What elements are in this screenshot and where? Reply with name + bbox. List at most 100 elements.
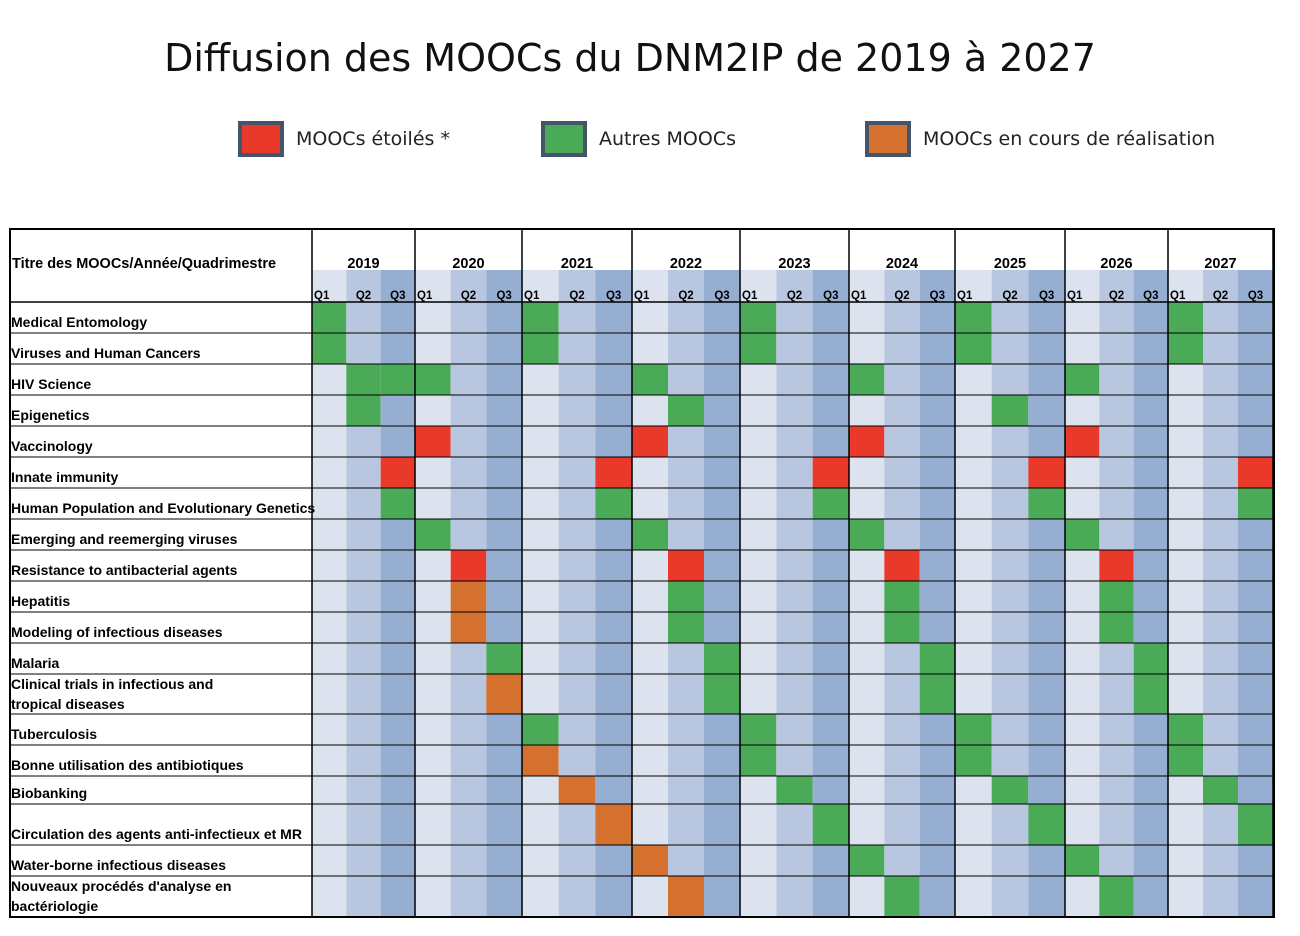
empty-cell xyxy=(312,845,347,876)
quarter-label: Q3 xyxy=(1039,290,1054,302)
quarter-label: Q1 xyxy=(417,290,433,302)
empty-cell xyxy=(1203,674,1238,714)
year-label-2021: 2021 xyxy=(561,256,593,272)
empty-cell xyxy=(450,745,487,776)
empty-cell xyxy=(776,581,813,612)
year-label-2025: 2025 xyxy=(994,256,1026,272)
empty-cell xyxy=(632,395,668,426)
empty-cell xyxy=(1238,519,1273,550)
empty-cell xyxy=(1238,302,1273,333)
quarter-label: Q1 xyxy=(1067,290,1083,302)
scheduled-cell xyxy=(595,457,632,488)
empty-cell xyxy=(1238,333,1273,364)
empty-cell xyxy=(450,776,487,804)
empty-cell xyxy=(849,804,885,845)
empty-cell xyxy=(1238,581,1273,612)
empty-cell xyxy=(1133,302,1168,333)
empty-cell xyxy=(1065,581,1100,612)
scheduled-cell xyxy=(955,745,992,776)
empty-cell xyxy=(884,776,920,804)
empty-cell xyxy=(595,302,632,333)
empty-cell xyxy=(955,457,992,488)
empty-cell xyxy=(486,612,522,643)
row-title: Vaccinology xyxy=(11,438,93,454)
empty-cell xyxy=(595,714,632,745)
row-title: Water-borne infectious diseases xyxy=(11,857,226,873)
empty-cell xyxy=(415,714,451,745)
empty-cell xyxy=(1168,612,1203,643)
empty-cell xyxy=(776,845,813,876)
empty-cell xyxy=(884,745,920,776)
empty-cell xyxy=(1065,302,1100,333)
empty-cell xyxy=(812,714,849,745)
empty-cell xyxy=(1133,488,1168,519)
empty-cell xyxy=(522,612,559,643)
empty-cell xyxy=(486,395,522,426)
empty-cell xyxy=(1133,426,1168,457)
empty-cell xyxy=(668,519,704,550)
empty-cell xyxy=(1028,333,1065,364)
scheduled-cell xyxy=(812,804,849,845)
empty-cell xyxy=(704,395,740,426)
header-stripe xyxy=(486,270,522,302)
empty-cell xyxy=(595,550,632,581)
empty-cell xyxy=(486,488,522,519)
empty-cell xyxy=(486,581,522,612)
empty-cell xyxy=(704,804,740,845)
empty-cell xyxy=(1203,612,1238,643)
empty-cell xyxy=(486,550,522,581)
year-label-2022: 2022 xyxy=(670,256,702,272)
scheduled-cell xyxy=(704,674,740,714)
header-stripe xyxy=(1099,270,1134,302)
empty-cell xyxy=(740,612,777,643)
header-stripe xyxy=(668,270,704,302)
empty-cell xyxy=(1133,364,1168,395)
scheduled-cell xyxy=(955,714,992,745)
empty-cell xyxy=(740,550,777,581)
legend-swatch-red xyxy=(238,121,284,157)
empty-cell xyxy=(522,457,559,488)
empty-cell xyxy=(1099,364,1134,395)
scheduled-cell xyxy=(1203,776,1238,804)
empty-cell xyxy=(415,612,451,643)
empty-cell xyxy=(1028,876,1065,917)
empty-cell xyxy=(346,519,381,550)
empty-cell xyxy=(595,643,632,674)
empty-cell xyxy=(740,674,777,714)
quarter-label: Q3 xyxy=(1248,290,1263,302)
scheduled-cell xyxy=(415,426,451,457)
empty-cell xyxy=(1168,550,1203,581)
empty-cell xyxy=(668,426,704,457)
empty-cell xyxy=(668,364,704,395)
empty-cell xyxy=(776,426,813,457)
empty-cell xyxy=(632,302,668,333)
scheduled-cell xyxy=(450,581,487,612)
empty-cell xyxy=(668,302,704,333)
empty-cell xyxy=(704,302,740,333)
empty-cell xyxy=(1238,612,1273,643)
empty-cell xyxy=(1133,550,1168,581)
empty-cell xyxy=(312,745,347,776)
empty-cell xyxy=(380,302,415,333)
empty-cell xyxy=(1238,674,1273,714)
empty-cell xyxy=(522,845,559,876)
legend-item-other: Autres MOOCs xyxy=(541,121,736,157)
corner-header-label: Titre des MOOCs/Année/Quadrimestre xyxy=(12,256,276,272)
empty-cell xyxy=(1168,776,1203,804)
empty-cell xyxy=(812,674,849,714)
quarter-label: Q3 xyxy=(606,290,621,302)
empty-cell xyxy=(704,550,740,581)
empty-cell xyxy=(415,876,451,917)
empty-cell xyxy=(595,426,632,457)
empty-cell xyxy=(812,581,849,612)
empty-cell xyxy=(740,488,777,519)
quarter-label: Q1 xyxy=(851,290,867,302)
scheduled-cell xyxy=(919,674,955,714)
empty-cell xyxy=(558,612,596,643)
empty-cell xyxy=(558,674,596,714)
empty-cell xyxy=(1099,714,1134,745)
empty-cell xyxy=(1238,426,1273,457)
empty-cell xyxy=(812,364,849,395)
empty-cell xyxy=(1203,804,1238,845)
empty-cell xyxy=(1133,612,1168,643)
